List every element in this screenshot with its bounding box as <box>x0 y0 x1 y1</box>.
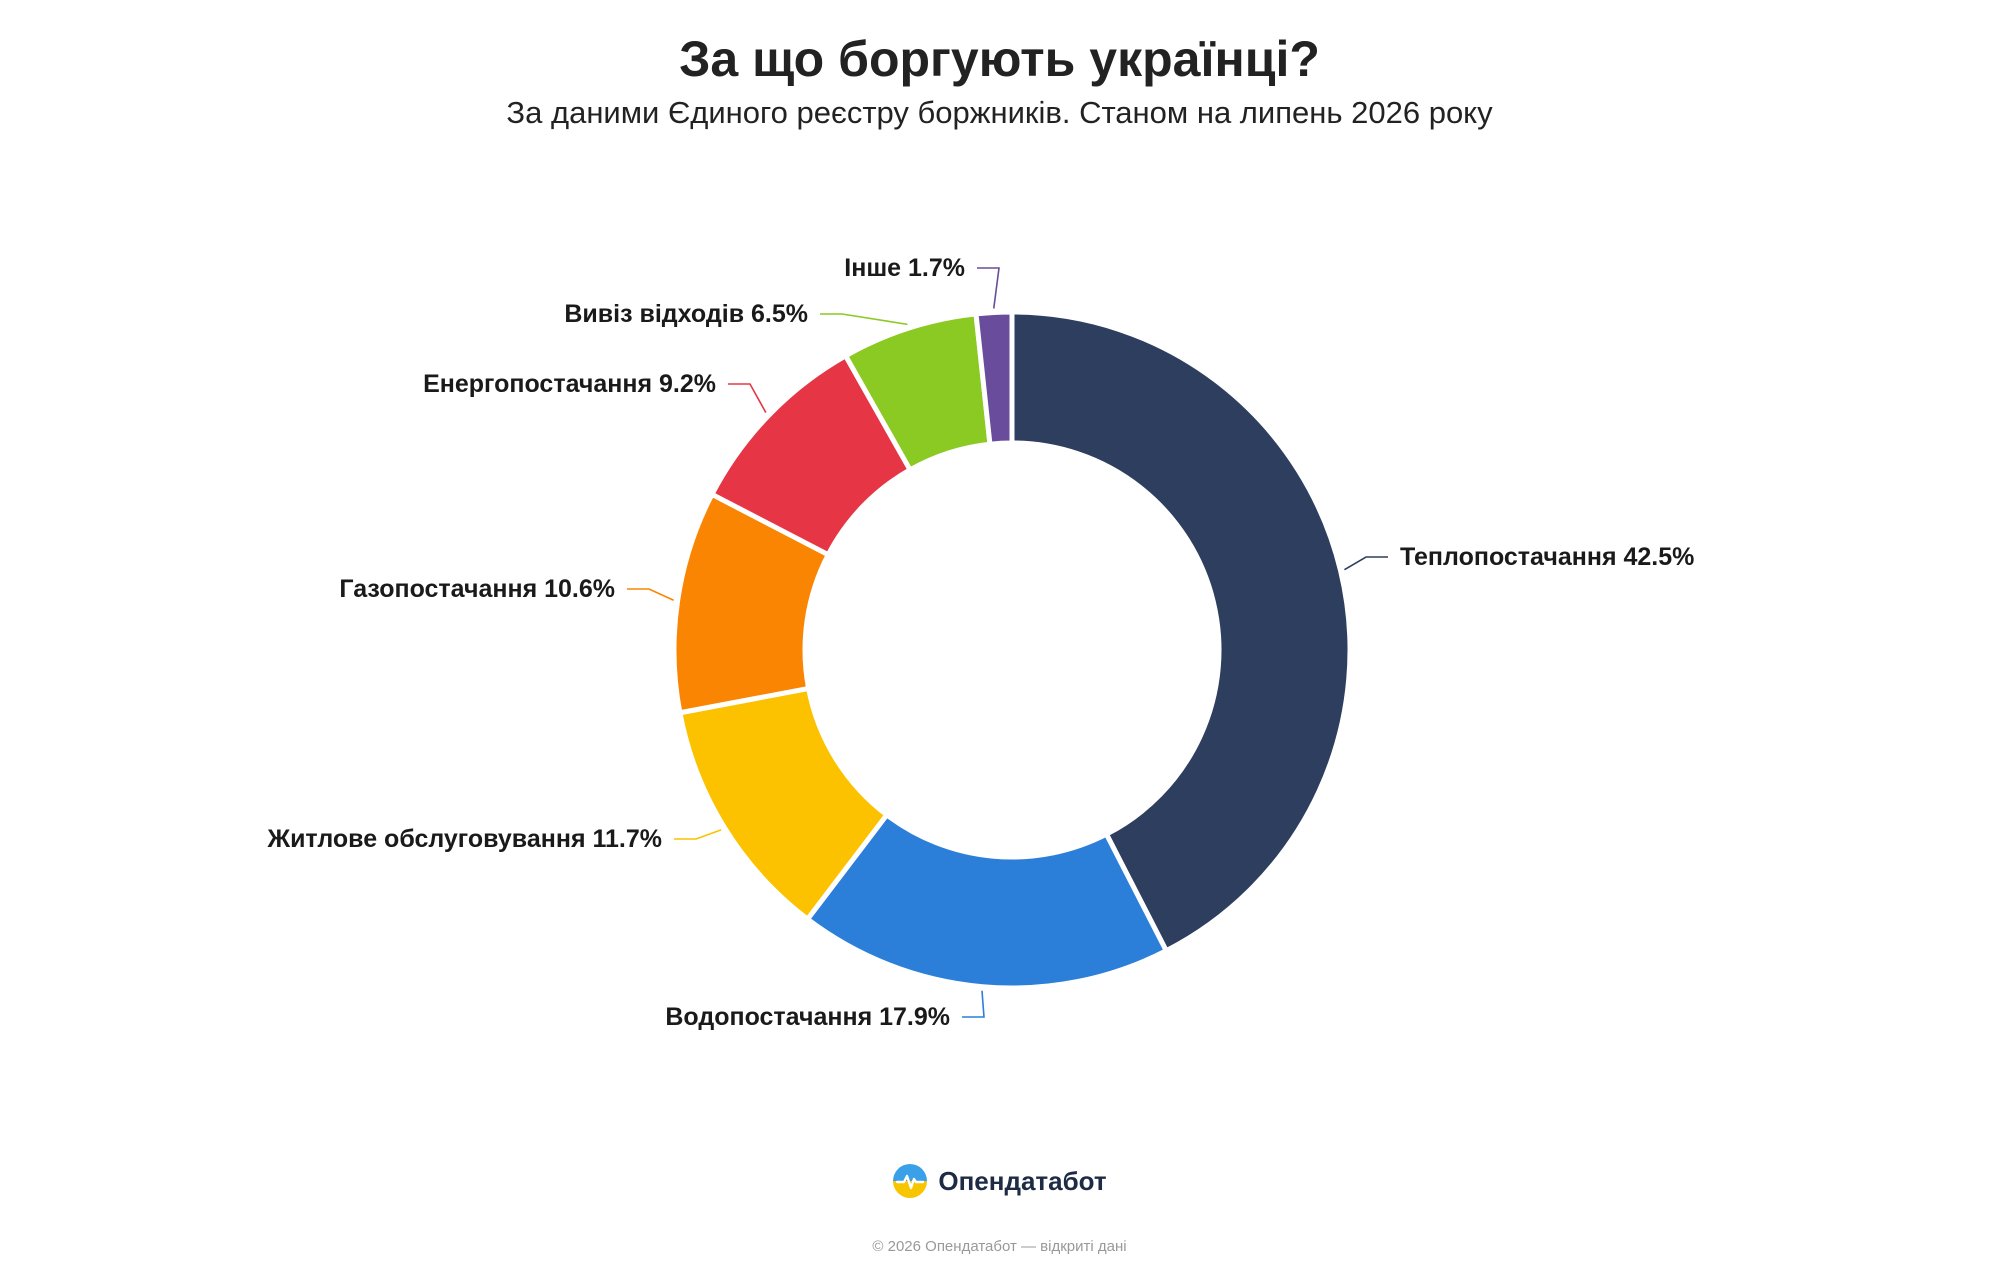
donut-slice[interactable] <box>1009 309 1353 954</box>
leader-line <box>1344 556 1388 571</box>
leader-line <box>820 313 908 326</box>
slice-label: Вивіз відходів 6.5% <box>564 300 808 328</box>
leader-line <box>674 829 722 840</box>
chart-title: За що боргують українці? <box>679 31 1320 87</box>
brand: Опендатабот <box>0 1163 1999 1199</box>
slice-label: Газопостачання 10.6% <box>339 575 615 603</box>
slice-label: Водопостачання 17.9% <box>665 1003 950 1031</box>
brand-name: Опендатабот <box>938 1165 1107 1196</box>
leader-line <box>627 588 674 601</box>
chart-subtitle: За даними Єдиного реєстру боржників. Ста… <box>506 95 1493 130</box>
slice-label: Житлове обслуговування 11.7% <box>266 825 662 853</box>
opendatabot-logo-icon <box>893 1164 928 1198</box>
slice-label: Енергопостачання 9.2% <box>423 370 716 398</box>
donut-slice[interactable] <box>973 309 1015 447</box>
slice-label: Інше 1.7% <box>844 254 965 282</box>
slice-label: Теплопостачання 42.5% <box>1400 543 1694 571</box>
leader-line <box>977 267 1000 309</box>
leader-line <box>962 990 985 1018</box>
donut-slice[interactable] <box>805 812 1169 991</box>
leader-line <box>728 383 767 413</box>
footer-note: © 2026 Опендатабот — відкриті дані <box>872 1238 1127 1255</box>
